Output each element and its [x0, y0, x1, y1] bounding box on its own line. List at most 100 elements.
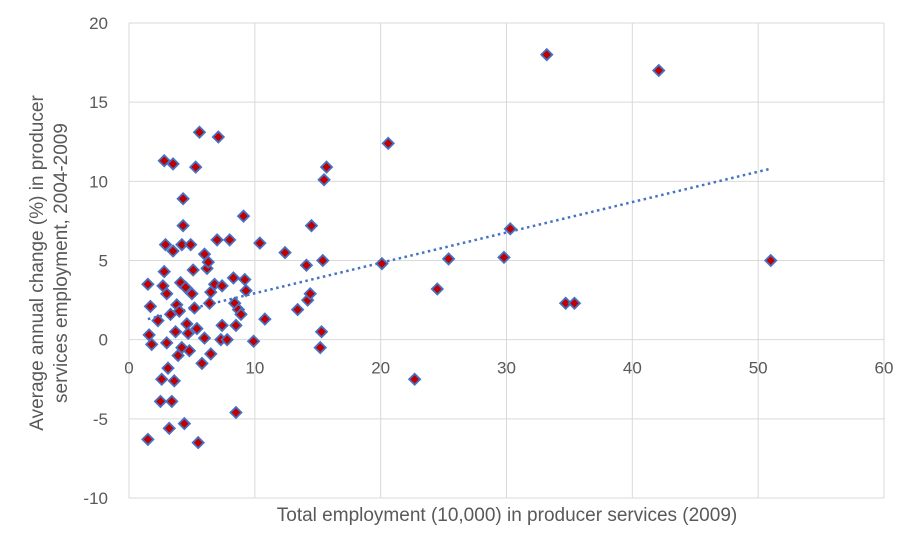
data-point: [381, 136, 395, 151]
data-point: [172, 304, 187, 318]
data-point: [317, 172, 331, 187]
gridlines: [128, 22, 885, 499]
data-point: [191, 435, 205, 450]
data-point: [558, 296, 573, 311]
data-point: [375, 256, 389, 271]
data-point: [176, 218, 190, 233]
data-point: [441, 252, 456, 266]
data-point: [168, 324, 183, 339]
x-axis-title: Total employment (10,000) in producer se…: [277, 505, 737, 526]
y-tick-label: 10: [89, 172, 108, 191]
x-tick-label: 10: [245, 359, 264, 378]
trendline: [147, 167, 772, 321]
data-point: [144, 337, 159, 352]
data-point: [190, 321, 204, 336]
data-point: [161, 361, 175, 375]
data-point: [141, 432, 155, 447]
data-point: [167, 374, 182, 388]
data-point: [182, 343, 197, 358]
x-tick-label: 50: [749, 359, 768, 378]
data-point: [165, 394, 179, 409]
trendline-group: [147, 167, 772, 321]
data-point: [299, 258, 314, 273]
y-tick-label: 15: [89, 93, 108, 112]
data-point: [177, 416, 192, 431]
data-point: [201, 255, 216, 269]
data-point: [222, 233, 237, 247]
y-axis-title-line-2: services employment, 2004-2009: [51, 123, 72, 403]
data-point: [497, 250, 511, 265]
data-point: [143, 299, 158, 314]
data-point: [195, 356, 209, 371]
data-point: [290, 302, 305, 317]
data-point: [229, 318, 243, 333]
data-point: [197, 331, 212, 345]
data-point: [210, 233, 224, 247]
data-point: [157, 264, 172, 279]
y-tick-label: 0: [99, 331, 108, 350]
data-point: [211, 130, 226, 144]
data-point: [430, 282, 445, 296]
data-point: [313, 340, 328, 355]
data-point: [183, 237, 198, 252]
x-tick-label: 20: [371, 359, 390, 378]
data-point: [229, 405, 243, 420]
data-point: [180, 317, 194, 331]
data-point: [162, 421, 177, 436]
data-point: [158, 237, 173, 252]
x-tick-label: 40: [623, 359, 642, 378]
data-point: [181, 326, 195, 341]
x-tick-label: 60: [875, 359, 894, 378]
data-points: [141, 47, 778, 450]
y-tick-label: -10: [83, 489, 108, 508]
data-point: [651, 63, 666, 78]
data-point: [175, 237, 189, 252]
data-point: [763, 253, 778, 268]
data-point: [153, 394, 168, 409]
y-tick-label: 5: [99, 252, 108, 271]
data-point: [319, 160, 334, 174]
data-point: [278, 245, 292, 260]
data-point: [407, 372, 422, 387]
data-point: [567, 296, 582, 311]
data-point: [159, 336, 174, 350]
data-point: [141, 277, 155, 292]
data-point: [192, 125, 207, 140]
x-tick-label: 30: [497, 359, 516, 378]
data-point: [246, 334, 261, 349]
data-point: [503, 222, 518, 236]
data-point: [185, 286, 199, 301]
data-point: [187, 301, 202, 315]
data-point: [316, 253, 330, 268]
x-tick-label: 0: [124, 359, 133, 378]
data-point: [204, 347, 218, 361]
data-point: [215, 318, 229, 333]
data-point: [226, 271, 241, 285]
data-point: [159, 286, 174, 301]
data-point: [166, 244, 180, 258]
data-point: [215, 279, 229, 293]
data-point: [151, 313, 165, 328]
data-point: [202, 296, 217, 311]
data-point: [188, 160, 203, 174]
data-point: [236, 209, 251, 223]
x-axis-ticks: 0 10 20 30 40 50 60: [124, 359, 893, 378]
y-axis-ticks: -10 -5 0 5 10 15 20: [83, 14, 108, 508]
data-point: [220, 332, 234, 347]
data-point: [539, 47, 554, 62]
data-point: [237, 272, 252, 287]
data-point: [314, 324, 329, 339]
data-point: [304, 218, 319, 233]
data-point: [253, 236, 267, 250]
data-point: [176, 191, 190, 206]
data-point: [303, 286, 317, 301]
y-tick-label: -5: [93, 410, 108, 429]
data-point: [154, 372, 169, 387]
data-point: [178, 280, 193, 295]
data-point: [258, 312, 272, 326]
data-point: [186, 263, 200, 277]
data-point: [239, 283, 253, 298]
y-tick-label: 20: [89, 14, 108, 33]
data-point: [142, 328, 156, 342]
